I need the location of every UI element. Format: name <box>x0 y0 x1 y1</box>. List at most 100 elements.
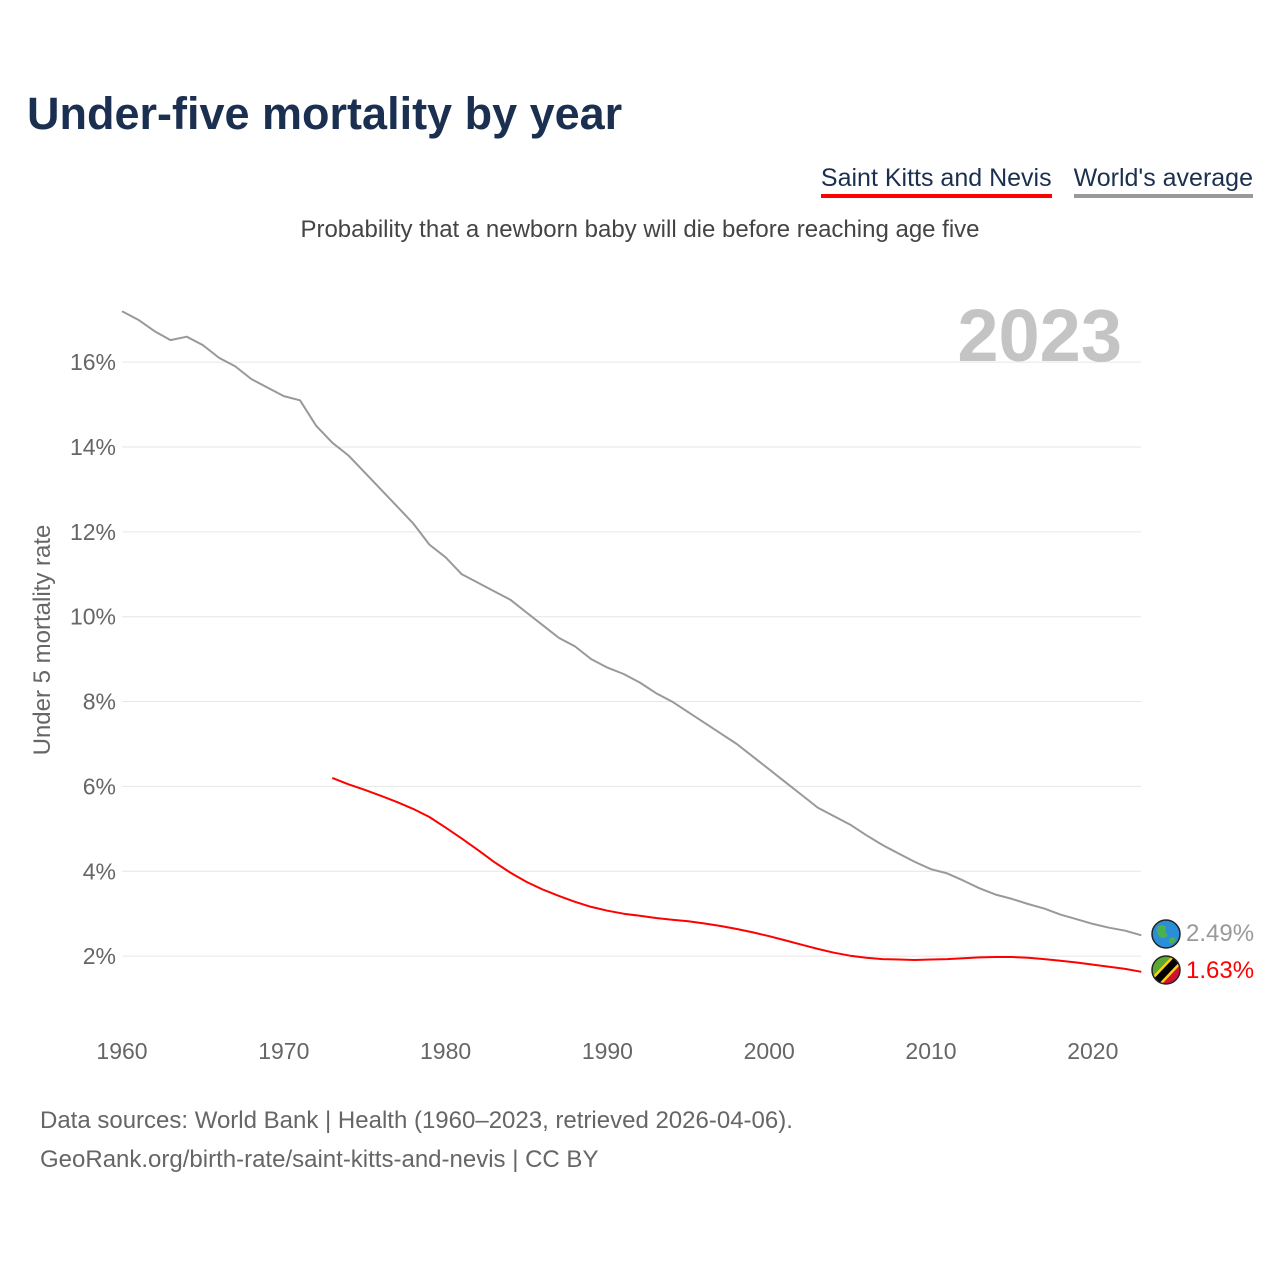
data-point <box>1106 964 1112 970</box>
legend-country[interactable]: Saint Kitts and Nevis <box>820 164 1052 198</box>
data-point <box>621 671 627 677</box>
data-point <box>556 893 562 899</box>
data-point <box>151 328 157 334</box>
data-point <box>912 957 918 963</box>
data-point <box>524 609 530 615</box>
data-point <box>669 699 675 705</box>
data-point <box>653 915 659 921</box>
source-line-2[interactable]: GeoRank.org/birth-rate/saint-kitts-and-n… <box>40 1146 599 1173</box>
y-tick-label: 2% <box>83 943 116 969</box>
data-point <box>588 656 594 662</box>
data-point <box>313 423 319 429</box>
data-point <box>1138 932 1144 938</box>
data-point <box>718 730 724 736</box>
data-point <box>346 452 352 458</box>
data-point <box>443 825 449 831</box>
y-tick-label: 8% <box>83 689 116 715</box>
data-point <box>944 956 950 962</box>
globe-icon <box>1151 919 1181 949</box>
data-point <box>232 363 238 369</box>
data-point <box>248 376 254 382</box>
data-point <box>507 870 513 876</box>
data-point <box>815 946 821 952</box>
data-point <box>1138 969 1144 975</box>
y-tick-label: 12% <box>70 519 116 545</box>
data-point <box>362 469 368 475</box>
y-tick-label: 4% <box>83 858 116 884</box>
data-point <box>718 923 724 929</box>
data-point <box>524 879 530 885</box>
data-point <box>378 486 384 492</box>
data-point <box>831 950 837 956</box>
data-point <box>1041 956 1047 962</box>
data-point <box>329 440 335 446</box>
data-point <box>993 892 999 898</box>
data-point <box>1090 962 1096 968</box>
data-point <box>782 937 788 943</box>
data-point <box>168 337 174 343</box>
data-point <box>491 859 497 865</box>
data-point <box>297 397 303 403</box>
data-point <box>637 679 643 685</box>
data-point <box>378 793 384 799</box>
data-point <box>1057 958 1063 964</box>
y-tick-label: 6% <box>83 773 116 799</box>
data-point <box>1009 896 1015 902</box>
data-point <box>928 866 934 872</box>
y-axis-label: Under 5 mortality rate <box>29 525 56 756</box>
data-point <box>977 954 983 960</box>
data-point <box>637 913 643 919</box>
data-point <box>685 918 691 924</box>
data-point <box>766 766 772 772</box>
data-point <box>475 847 481 853</box>
data-point <box>896 957 902 963</box>
data-point <box>734 741 740 747</box>
chart-subtitle: Probability that a newborn baby will die… <box>300 216 980 243</box>
year-label: 2023 <box>957 294 1122 377</box>
data-point <box>960 878 966 884</box>
data-point <box>1057 912 1063 918</box>
data-point <box>362 787 368 793</box>
data-point <box>831 813 837 819</box>
data-point <box>977 885 983 891</box>
data-point <box>879 842 885 848</box>
x-tick-label: 1980 <box>420 1038 471 1064</box>
data-point <box>459 836 465 842</box>
data-point <box>572 643 578 649</box>
data-point <box>1106 925 1112 931</box>
data-point <box>621 911 627 917</box>
x-tick-label: 2000 <box>744 1038 795 1064</box>
chart-title: Under-five mortality by year <box>27 88 623 139</box>
data-point <box>766 933 772 939</box>
data-point <box>135 317 141 323</box>
x-tick-label: 2020 <box>1067 1038 1118 1064</box>
data-point <box>1074 960 1080 966</box>
country-end-value: 1.63% <box>1186 957 1254 984</box>
data-point <box>799 792 805 798</box>
data-point <box>1122 928 1128 934</box>
data-point <box>847 953 853 959</box>
world-average-line <box>121 310 1142 937</box>
chart-area: 2% 4% 6% 8% 10% 12% 14% 16% 1960 1970 1980 1990 2000… <box>29 294 1254 1064</box>
data-point <box>540 887 546 893</box>
x-tick-label: 1970 <box>258 1038 309 1064</box>
data-point <box>394 503 400 509</box>
x-tick-label: 2010 <box>905 1038 956 1064</box>
data-point <box>572 899 578 905</box>
data-point <box>750 929 756 935</box>
data-point <box>944 870 950 876</box>
y-tick-label: 16% <box>70 349 116 375</box>
legend-world[interactable]: World's average <box>1073 164 1253 198</box>
data-point <box>459 571 465 577</box>
data-point <box>863 955 869 961</box>
data-point <box>847 822 853 828</box>
data-point <box>507 597 513 603</box>
data-point <box>863 832 869 838</box>
data-point <box>960 955 966 961</box>
data-point <box>799 942 805 948</box>
data-point <box>1025 955 1031 961</box>
data-point <box>1025 901 1031 907</box>
data-point <box>410 520 416 526</box>
data-point <box>815 805 821 811</box>
world-end-value: 2.49% <box>1186 920 1254 947</box>
